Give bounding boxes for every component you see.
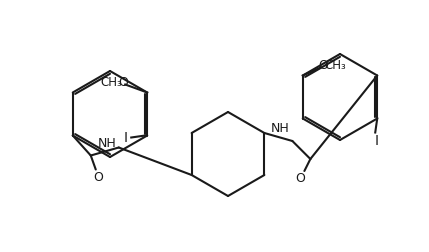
Text: NH: NH [97,137,116,150]
Text: O: O [93,171,103,184]
Text: O: O [318,59,328,72]
Text: I: I [123,132,127,145]
Text: CH₃: CH₃ [324,59,346,72]
Text: O: O [296,173,305,185]
Text: CH₃: CH₃ [100,76,122,89]
Text: NH: NH [271,122,290,136]
Text: O: O [118,76,128,89]
Text: I: I [374,134,378,147]
